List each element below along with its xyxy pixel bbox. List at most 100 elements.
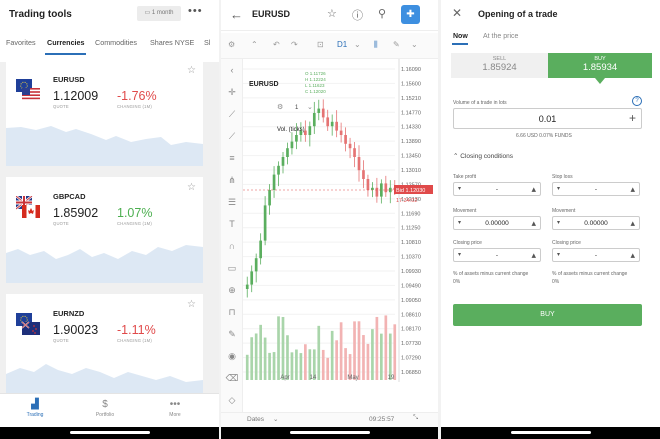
- chevron-up-icon[interactable]: ▴: [531, 184, 536, 194]
- trend-line-icon[interactable]: ⟋: [228, 109, 236, 119]
- fullscreen-icon[interactable]: ⊡: [317, 40, 324, 49]
- edit-icon[interactable]: ✎: [228, 329, 236, 339]
- favorite-star-icon[interactable]: ☆: [187, 299, 196, 310]
- dates-selector[interactable]: Dates: [247, 416, 264, 423]
- chevron-up-icon[interactable]: ▴: [630, 218, 635, 228]
- tab-commodities[interactable]: Commodities: [95, 38, 137, 47]
- pitchfork-icon[interactable]: ⋔: [228, 175, 236, 185]
- eye-icon[interactable]: ◉: [228, 351, 236, 361]
- chevron-down-icon[interactable]: ▾: [557, 186, 561, 192]
- settings-gear-icon[interactable]: ⚙: [228, 40, 236, 49]
- y-tick-label: 1.13890: [401, 139, 421, 145]
- instrument-card-eurusd[interactable]: EURUSD 1.12009 -1.76% QUOTE CHANGING (1M…: [6, 60, 203, 166]
- y-tick-label: 1.14770: [401, 110, 421, 116]
- favorite-star-icon[interactable]: ☆: [187, 182, 196, 193]
- plus-icon[interactable]: +: [628, 111, 636, 125]
- info-icon[interactable]: ⓘ: [352, 10, 363, 22]
- favorite-star-icon[interactable]: ☆: [187, 65, 196, 76]
- period-selector[interactable]: ▭ 1 month: [137, 6, 181, 21]
- candle: [326, 117, 330, 127]
- chevron-down-icon[interactable]: ▾: [557, 220, 561, 226]
- nav-label: Portfolio: [95, 412, 115, 418]
- volume-bar: [353, 321, 356, 380]
- lock-icon[interactable]: ⊓: [228, 307, 236, 317]
- tab-currencies[interactable]: Currencies: [47, 38, 85, 47]
- chevron-down-icon[interactable]: ⌄: [273, 416, 279, 423]
- nav-trading[interactable]: ▟ Trading: [10, 398, 60, 418]
- closing-conditions-toggle[interactable]: ⌃ Closing conditions: [453, 152, 513, 160]
- x-tick-label: 19: [388, 375, 395, 381]
- take-profit-field[interactable]: ▾ - ▴: [453, 182, 541, 196]
- undo-icon[interactable]: ↶: [273, 40, 280, 49]
- help-icon[interactable]: ?: [632, 96, 642, 106]
- volume-input[interactable]: 0.01 +: [453, 108, 642, 129]
- volume-bar: [277, 316, 280, 380]
- trash-icon[interactable]: ⌫: [225, 373, 239, 383]
- sl-closing-price-field[interactable]: ▾ - ▴: [552, 248, 640, 262]
- ray-icon[interactable]: ⟋: [228, 131, 236, 141]
- chevron-down-icon[interactable]: ⌄: [354, 40, 361, 49]
- chevron-down-icon[interactable]: ▾: [458, 252, 462, 258]
- chevron-up-icon[interactable]: ▴: [630, 250, 635, 260]
- tp-movement-field[interactable]: ▾ 0.00000 ▴: [453, 216, 541, 230]
- star-icon[interactable]: ☆: [327, 8, 337, 20]
- chevron-down-icon[interactable]: ▾: [557, 252, 561, 258]
- tab-more[interactable]: Sl: [204, 38, 211, 47]
- text-icon[interactable]: T: [229, 219, 235, 229]
- y-tick-label: 1.11250: [401, 226, 420, 232]
- tp-closing-price-field[interactable]: ▾ - ▴: [453, 248, 541, 262]
- back-arrow-icon[interactable]: ←: [230, 7, 243, 22]
- tab-favorites[interactable]: Favorites: [6, 38, 36, 47]
- indicator-icon[interactable]: ⚲: [378, 8, 387, 20]
- chevron-up-icon[interactable]: ▴: [630, 184, 635, 194]
- new-trade-button[interactable]: ✚: [401, 5, 420, 24]
- more-menu-icon[interactable]: •••: [188, 5, 203, 17]
- volume-bar: [348, 354, 352, 380]
- chart-area[interactable]: 1.16090 1.15600 1.15210 1.14770 1.14330 1.138…: [243, 59, 438, 412]
- quote-label: QUOTE: [53, 104, 69, 109]
- resize-icon[interactable]: ⤡: [413, 414, 419, 421]
- chevron-down-icon[interactable]: ⌄: [411, 40, 418, 49]
- volume-info: 6.66 USD 0.07% FUNDS: [516, 133, 572, 139]
- flag-eu-nz-icon: [16, 313, 40, 335]
- collapse-arrow-icon[interactable]: ‹: [230, 65, 234, 75]
- stop-loss-field[interactable]: ▾ - ▴: [552, 182, 640, 196]
- candlestick-chart[interactable]: 1.16090 1.15600 1.15210 1.14770 1.14330 1.138…: [243, 59, 438, 400]
- sl-movement-field[interactable]: ▾ 0.00000 ▴: [552, 216, 640, 230]
- nav-more[interactable]: ••• More: [150, 398, 200, 418]
- chevron-up-icon[interactable]: ⌃: [251, 40, 258, 49]
- instrument-card-eurnzd[interactable]: EURNZD 1.90023 -1.11% QUOTE CHANGING (1M…: [6, 294, 203, 400]
- close-icon[interactable]: ✕: [452, 6, 463, 20]
- buy-button[interactable]: BUY: [453, 304, 642, 326]
- chevron-up-icon[interactable]: ▴: [531, 250, 536, 260]
- chevron-down-icon[interactable]: ▾: [458, 186, 462, 192]
- magnet-icon[interactable]: ∩: [228, 241, 236, 251]
- draw-icon[interactable]: ✎: [393, 40, 400, 49]
- instrument-card-gbpcad[interactable]: GBPCAD 1.85902 1.07% QUOTE CHANGING (1M)…: [6, 177, 203, 283]
- tab-shares-nyse[interactable]: Shares NYSE: [150, 38, 195, 47]
- channel-icon[interactable]: ≡: [229, 153, 235, 163]
- y-tick-label: 1.16090: [401, 67, 421, 73]
- tab-now[interactable]: Now: [453, 33, 468, 40]
- plus-doc-icon: ✚: [406, 9, 415, 20]
- fib-icon[interactable]: ☰: [227, 197, 237, 207]
- sell-button[interactable]: SELL 1.85924: [451, 53, 548, 78]
- candle: [335, 121, 338, 131]
- nav-portfolio[interactable]: $ Portfolio: [80, 398, 130, 418]
- buy-toggle[interactable]: BUY 1.85934: [548, 53, 652, 78]
- change-value: -1.11%: [117, 323, 156, 337]
- chevron-up-icon[interactable]: ▴: [531, 218, 536, 228]
- crosshair-icon[interactable]: ✛: [228, 87, 236, 97]
- candles-icon[interactable]: ⫼: [374, 40, 378, 49]
- redo-icon[interactable]: ↷: [291, 40, 298, 49]
- zoom-icon[interactable]: ⊕: [228, 285, 236, 295]
- interval-selector[interactable]: D1: [337, 40, 348, 49]
- sell-price: 1.85924: [482, 62, 517, 73]
- chevron-down-icon[interactable]: ▾: [458, 220, 462, 226]
- layers-icon[interactable]: ◇: [228, 395, 236, 405]
- indicator-count: 1: [295, 105, 299, 111]
- ohlc-value: H 1.12224: [305, 77, 326, 82]
- tab-at-the-price[interactable]: At the price: [483, 33, 519, 40]
- volume-bar: [272, 352, 276, 380]
- ruler-icon[interactable]: ▭: [227, 263, 237, 273]
